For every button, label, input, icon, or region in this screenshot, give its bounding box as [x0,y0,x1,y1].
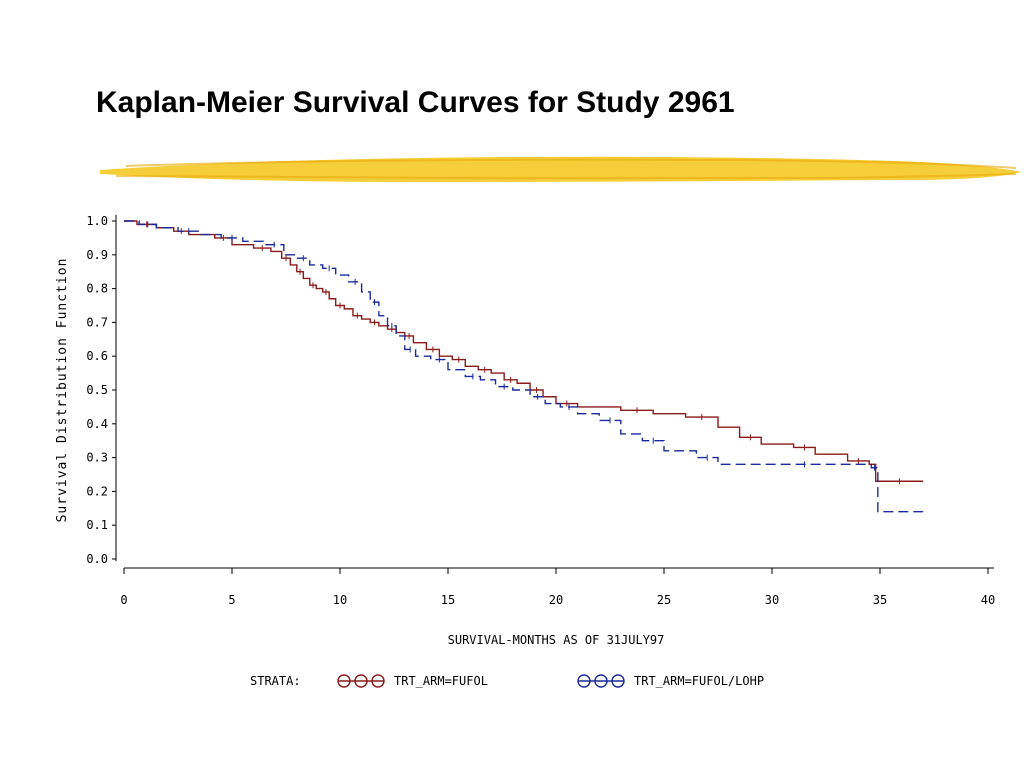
kaplan-meier-chart: 0.0 0.1 0.2 0.3 0.4 0.5 0.6 0.7 0.8 0.9 1.0 Surviva… [55,214,995,688]
slide-title: Kaplan-Meier Survival Curves for Study 2… [96,86,735,119]
legend-prefix: STRATA: [250,674,301,688]
y-tick-label: 0.1 [86,518,108,532]
legend-swatch-marker [577,674,591,688]
y-tick-label: 0.7 [86,315,108,329]
legend-swatch-marker [371,674,385,688]
x-tick-label: 35 [873,593,887,607]
y-tick-label: 1.0 [86,214,108,228]
legend-swatch-marker [611,674,625,688]
x-tick-label: 5 [228,593,235,607]
y-tick-label: 0.0 [86,552,108,566]
series-fufol-curve [124,220,924,482]
y-axis-label: Survival Distribution Function [55,258,70,523]
legend-swatch-marker [594,674,608,688]
highlighter-stroke [100,156,1022,182]
x-tick-label: 10 [333,593,347,607]
x-tick-label: 20 [549,593,563,607]
y-tick-label: 0.9 [86,248,108,262]
y-tick-label: 0.2 [86,484,108,498]
x-tick-label: 0 [120,593,127,607]
series-fufol-lohp-curve [124,220,924,513]
legend-swatch-marker [337,674,351,688]
x-tick-label: 25 [657,593,671,607]
y-tick-label: 0.8 [86,282,108,296]
legend-entry-label: TRT_ARM=FUFOL/LOHP [634,674,764,688]
y-tick-label: 0.4 [86,417,108,431]
y-tick-label: 0.3 [86,451,108,465]
x-axis-label: SURVIVAL-MONTHS AS OF 31JULY97 [448,633,665,647]
y-tick-label: 0.6 [86,349,108,363]
legend-entry-label: TRT_ARM=FUFOL [394,674,488,688]
x-tick-label: 30 [765,593,779,607]
x-tick-label: 40 [981,593,995,607]
x-tick-label: 15 [441,593,455,607]
legend-swatch-marker [354,674,368,688]
y-tick-label: 0.5 [86,383,108,397]
